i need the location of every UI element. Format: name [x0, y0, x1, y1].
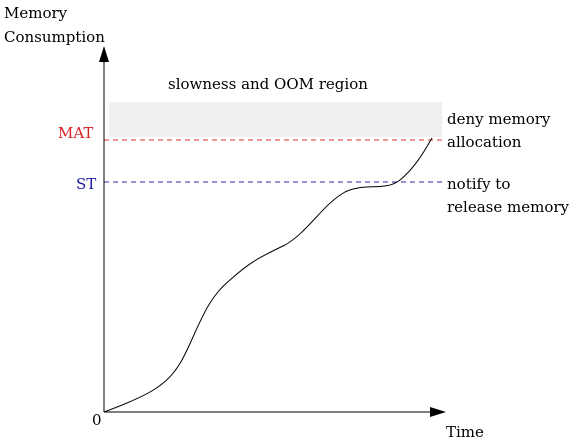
st-label: ST	[76, 175, 96, 193]
mat-annotation-line-1: deny memory	[447, 110, 551, 128]
region-label: slowness and OOM region	[168, 75, 368, 93]
st-annotation-line-2: release memory	[447, 198, 570, 216]
x-axis-label: Time	[446, 423, 484, 439]
mat-annotation-line-2: allocation	[447, 133, 522, 151]
origin-label: 0	[92, 411, 102, 429]
y-axis-arrow	[99, 46, 109, 62]
y-axis-label-line-1: Memory	[4, 4, 68, 22]
memory-curve	[103, 137, 433, 413]
st-annotation-line-1: notify to	[447, 175, 510, 193]
oom-region-band	[109, 102, 442, 137]
x-axis-arrow	[430, 407, 446, 417]
y-axis-label-line-2: Consumption	[4, 28, 105, 46]
mat-label: MAT	[58, 124, 93, 142]
